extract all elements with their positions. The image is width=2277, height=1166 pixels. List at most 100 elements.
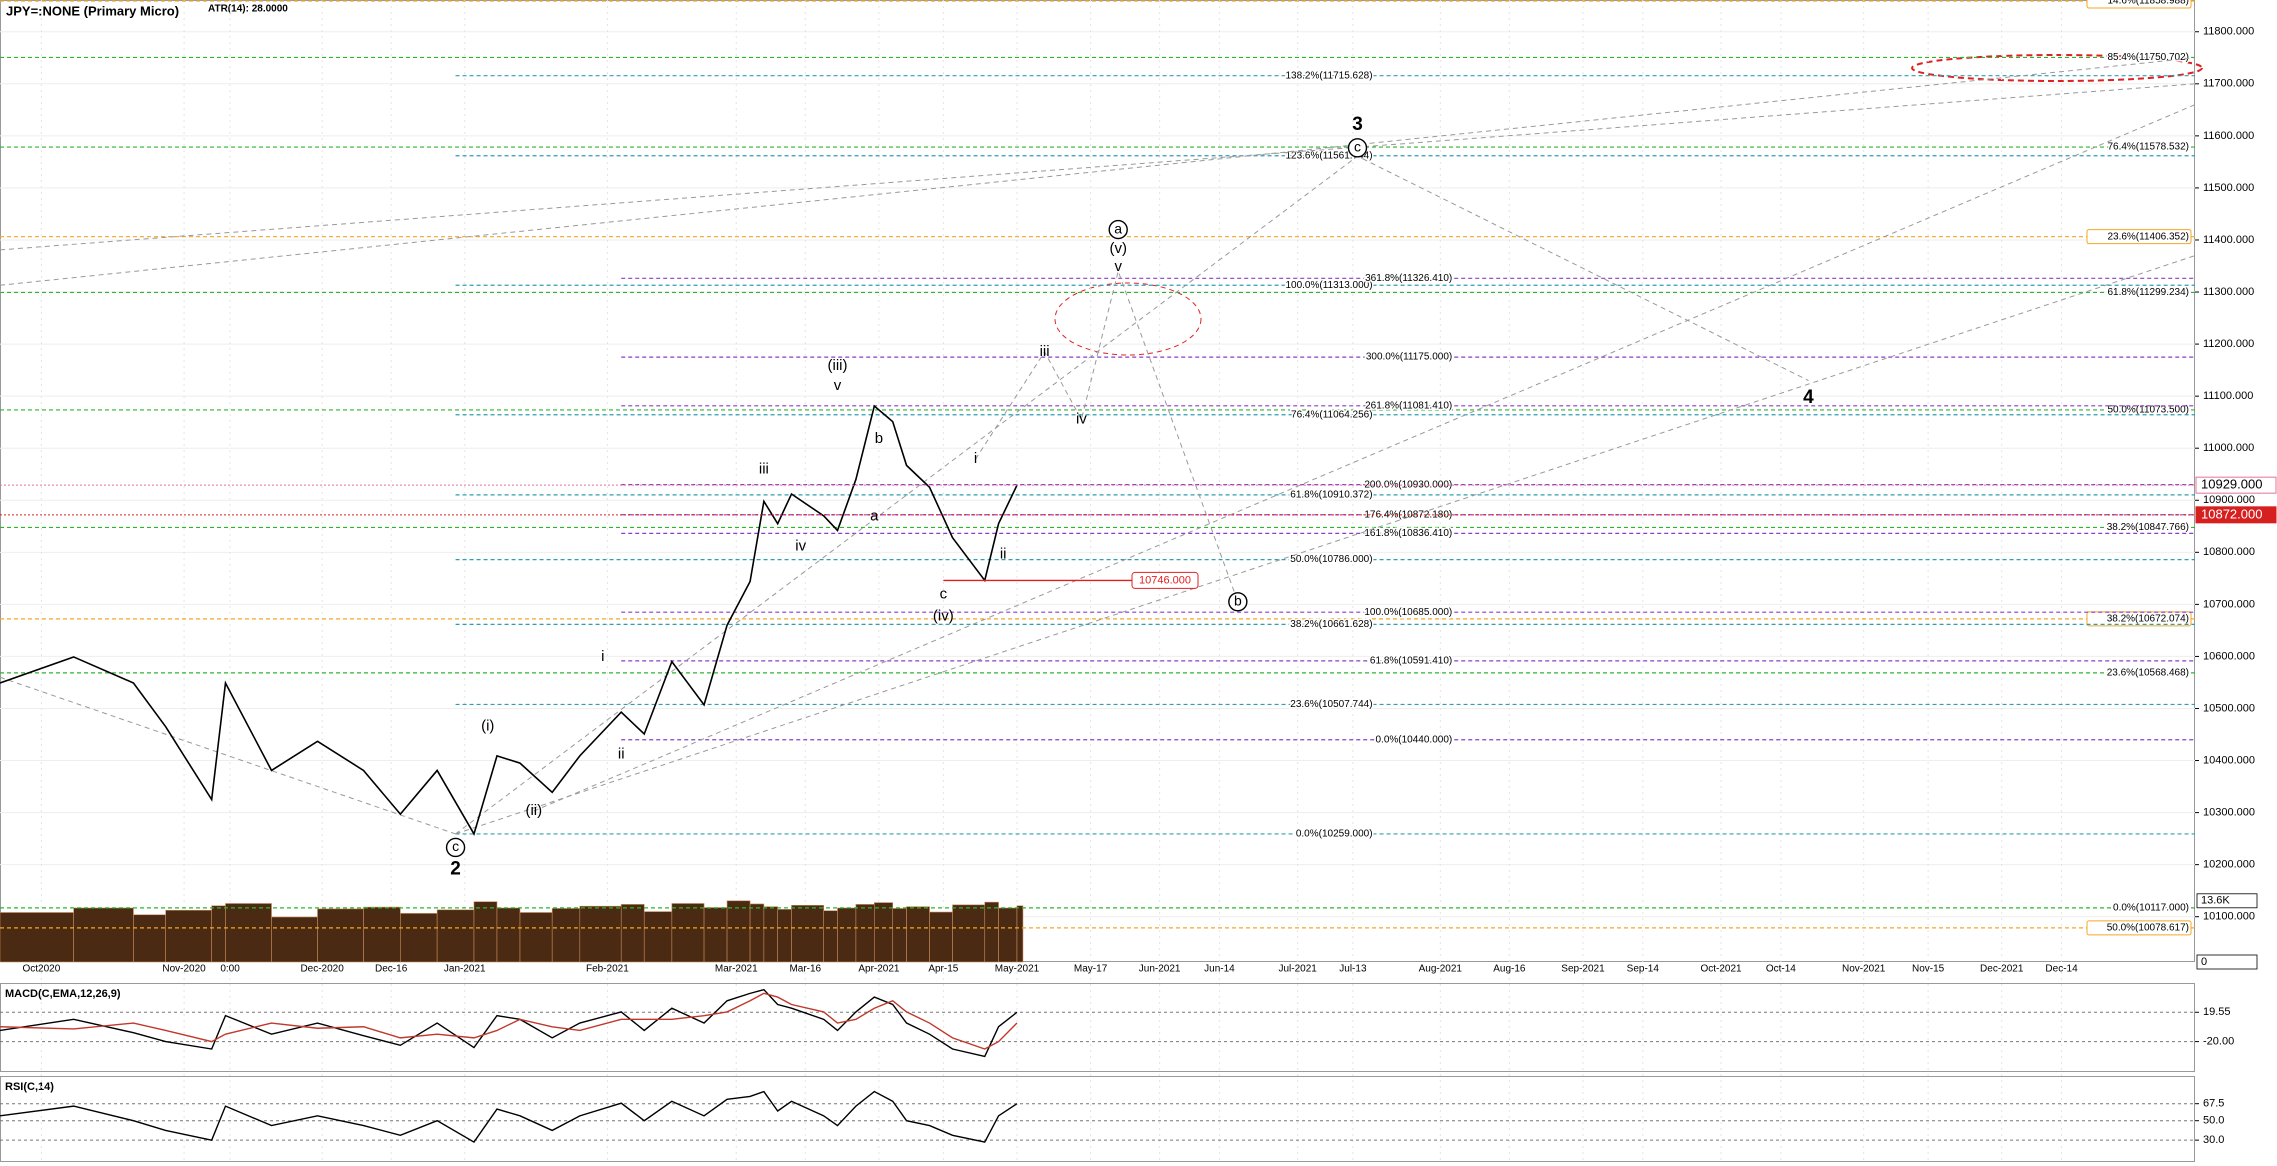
x-tick-label: Sep-2021 bbox=[1561, 964, 1605, 975]
volume-tick-label: 13.6K bbox=[2201, 895, 2230, 907]
chart-subtitle: ATR(14): 28.0000 bbox=[208, 4, 288, 15]
fib-label: 100.0%(11313.000) bbox=[1285, 280, 1372, 291]
x-tick-label: Apr-2021 bbox=[858, 964, 900, 975]
volume-bar bbox=[643, 911, 673, 963]
fib-label: 300.0%(11175.000) bbox=[1366, 352, 1452, 363]
wave-label: c bbox=[1354, 139, 1361, 155]
y-tick-label: 10900.000 bbox=[2203, 494, 2255, 506]
volume-bar bbox=[998, 907, 1018, 963]
fib-label: 138.2%(11715.628) bbox=[1285, 70, 1372, 81]
wave-label: iv bbox=[795, 538, 806, 555]
volume-bar bbox=[496, 907, 521, 963]
volume-bar bbox=[749, 903, 765, 963]
y-tick-label: 30.0 bbox=[2203, 1134, 2224, 1146]
volume-bar bbox=[133, 914, 166, 963]
x-tick-label: Nov-2020 bbox=[162, 964, 206, 975]
x-tick-label: Mar-16 bbox=[789, 964, 821, 975]
volume-bar bbox=[317, 908, 364, 963]
fib-label-box bbox=[2086, 611, 2192, 627]
volume-bar bbox=[763, 906, 778, 963]
y-tick-label: 11500.000 bbox=[2203, 182, 2254, 194]
chart-title: JPY=:NONE (Primary Micro) bbox=[6, 3, 179, 18]
volume-bar bbox=[703, 907, 728, 963]
fib-label: 61.8%(10591.410) bbox=[1370, 656, 1452, 667]
x-tick-label: Feb-2021 bbox=[586, 964, 629, 975]
wave-label: (iii) bbox=[828, 357, 848, 374]
fib-label: 61.8%(10910.372) bbox=[1290, 490, 1372, 501]
wave-label: 3 bbox=[1352, 114, 1363, 135]
volume-tick-label: 0 bbox=[2201, 956, 2207, 968]
x-tick-label: May-2021 bbox=[995, 964, 1040, 975]
wave-circle bbox=[1228, 592, 1248, 612]
x-tick-label: Dec-2021 bbox=[1980, 964, 2024, 975]
fib-label: 38.2%(10661.628) bbox=[1290, 619, 1372, 630]
fib-label: 76.4%(11578.532) bbox=[2107, 142, 2189, 153]
wave-label: b bbox=[1234, 592, 1242, 608]
y-tick-label: 19.55 bbox=[2203, 1006, 2231, 1018]
fib-label-box bbox=[2086, 920, 2192, 936]
fib-label: 61.8%(11299.234) bbox=[2107, 287, 2189, 298]
volume-bar bbox=[73, 907, 134, 963]
x-tick-label: May-17 bbox=[1074, 964, 1108, 975]
wave-circle bbox=[445, 837, 466, 858]
wave-label: 4 bbox=[1803, 387, 1814, 408]
y-tick-label: 11200.000 bbox=[2203, 338, 2254, 350]
volume-bar bbox=[363, 906, 401, 963]
fib-label: 0.0%(10259.000) bbox=[1296, 829, 1373, 840]
wave-label: a bbox=[1114, 220, 1122, 236]
fib-label: 76.4%(11064.256) bbox=[1291, 409, 1373, 420]
volume-bar bbox=[211, 905, 226, 963]
volume-bar bbox=[726, 900, 751, 963]
y-tick-label: 11800.000 bbox=[2203, 26, 2254, 38]
volume-bar bbox=[473, 901, 498, 963]
fib-label: 23.6%(10507.744) bbox=[1290, 699, 1372, 710]
volume-bar bbox=[1016, 905, 1024, 963]
wave-label: iv bbox=[1076, 411, 1087, 428]
wave-label: iii bbox=[759, 461, 769, 478]
x-tick-label: Dec-2020 bbox=[300, 964, 344, 975]
wave-label: v bbox=[1114, 258, 1122, 275]
volume-bar bbox=[791, 904, 825, 963]
fib-label: 50.0%(10078.617) bbox=[2107, 922, 2189, 933]
wave-label: 2 bbox=[450, 858, 461, 879]
projection-line bbox=[975, 269, 1239, 602]
wave-circle bbox=[1108, 219, 1128, 240]
projection-line bbox=[0, 83, 2196, 251]
fib-label: 100.0%(10685.000) bbox=[1364, 607, 1452, 618]
wave-circle bbox=[1347, 138, 1368, 158]
wave-label: ii bbox=[618, 745, 625, 762]
x-tick-label: Oct-14 bbox=[1766, 964, 1796, 975]
price-marker-box bbox=[1131, 571, 1199, 589]
data-line bbox=[0, 1090, 1018, 1144]
wave-label: (ii) bbox=[525, 802, 542, 819]
x-tick-label: Aug-16 bbox=[1493, 964, 1526, 975]
y-tick-label: 11400.000 bbox=[2203, 234, 2254, 246]
wave-label: v bbox=[834, 377, 842, 394]
price-marker-box bbox=[2195, 506, 2277, 524]
x-tick-label: Apr-15 bbox=[928, 964, 958, 975]
price-pane bbox=[0, 0, 2195, 962]
volume-bar bbox=[855, 904, 875, 963]
fib-label: 38.2%(10672.074) bbox=[2107, 614, 2189, 625]
x-tick-label: Jun-14 bbox=[1204, 964, 1235, 975]
x-tick-label: Jul-2021 bbox=[1278, 964, 1317, 975]
fib-label-box bbox=[2086, 0, 2192, 9]
volume-bar bbox=[777, 909, 792, 963]
wave-label: iii bbox=[1040, 343, 1050, 360]
x-tick-label: Mar-2021 bbox=[715, 964, 758, 975]
data-line bbox=[0, 404, 1018, 836]
y-tick-label: 10500.000 bbox=[2203, 702, 2255, 714]
y-tick-label: 10600.000 bbox=[2203, 650, 2255, 662]
x-tick-label: Jun-2021 bbox=[1139, 964, 1181, 975]
volume-bar bbox=[984, 901, 999, 963]
y-tick-label: 50.0 bbox=[2203, 1115, 2224, 1127]
fib-label: 0.0%(10440.000) bbox=[1375, 734, 1452, 745]
fib-label: 261.8%(11081.410) bbox=[1365, 400, 1452, 411]
y-tick-label: 11100.000 bbox=[2203, 390, 2253, 402]
y-tick-label: 10100.000 bbox=[2203, 911, 2255, 923]
volume-bar bbox=[952, 904, 986, 963]
fib-label: 50.0%(10786.000) bbox=[1290, 554, 1372, 565]
wave-label: c bbox=[940, 585, 948, 602]
projection-line bbox=[0, 57, 2196, 286]
